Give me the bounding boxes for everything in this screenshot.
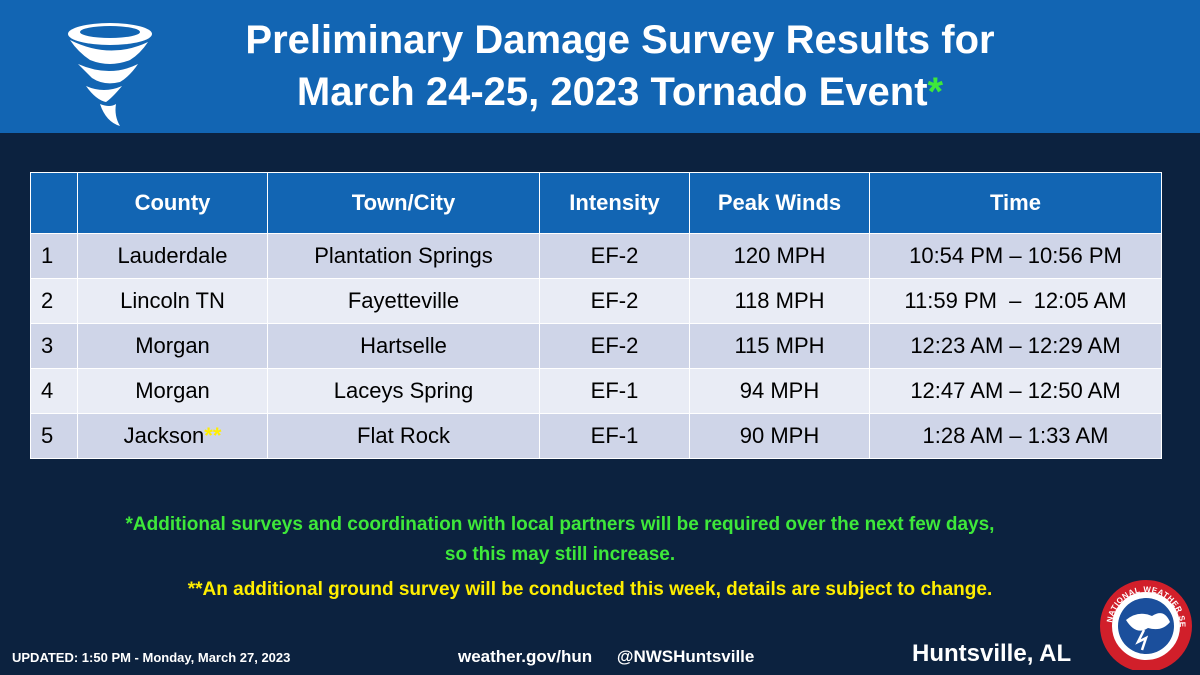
nws-logo-icon: NATIONAL WEATHER SERVICE [1098,580,1192,670]
row-number: 1 [30,233,78,279]
ground-survey-note: **An additional ground survey will be co… [187,579,993,600]
table-row: 3 Morgan Hartselle EF-2 115 MPH 12:23 AM… [30,323,1162,369]
header-banner: Preliminary Damage Survey Results for Ma… [0,0,1200,133]
table-row: 2 Lincoln TN Fayetteville EF-2 118 MPH 1… [30,278,1162,324]
winds-cell: 94 MPH [689,368,870,414]
time-cell: 11:59 PM – 12:05 AM [869,278,1162,324]
county-text: Jackson [123,423,205,448]
county-cell: Morgan [77,323,268,369]
header-time: Time [869,172,1162,234]
row-number: 5 [30,413,78,459]
winds-cell: 90 MPH [689,413,870,459]
county-cell: Jackson** [77,413,268,459]
title-line-1: Preliminary Damage Survey Results for [245,18,995,62]
tornado-icon [68,23,152,126]
intensity-cell: EF-1 [539,368,690,414]
intensity-cell: EF-1 [539,413,690,459]
header-town-city: Town/City [267,172,540,234]
title-line-2-text: March 24-25, 2023 Tornado Event [296,70,928,114]
time-cell: 12:23 AM – 12:29 AM [869,323,1162,369]
town-cell: Plantation Springs [267,233,540,279]
time-cell: 1:28 AM – 1:33 AM [869,413,1162,459]
table-row: 1 Lauderdale Plantation Springs EF-2 120… [30,233,1162,279]
winds-cell: 115 MPH [689,323,870,369]
header-peak-winds: Peak Winds [689,172,870,234]
intensity-cell: EF-2 [539,323,690,369]
office-location: Huntsville, AL [912,640,1072,667]
row-number: 4 [30,368,78,414]
note1-line2: so this may still increase. [444,544,676,565]
table-row: 4 Morgan Laceys Spring EF-1 94 MPH 12:47… [30,368,1162,414]
header-intensity: Intensity [539,172,690,234]
intensity-cell: EF-2 [539,278,690,324]
updated-timestamp: UPDATED: 1:50 PM - Monday, March 27, 202… [12,650,291,665]
county-cell: Morgan [77,368,268,414]
row-number: 3 [30,323,78,369]
intensity-cell: EF-2 [539,233,690,279]
table-row: 5 Jackson** Flat Rock EF-1 90 MPH 1:28 A… [30,413,1162,459]
winds-cell: 118 MPH [689,278,870,324]
county-cell: Lincoln TN [77,278,268,324]
twitter-handle[interactable]: @NWSHuntsville [616,647,755,666]
contact-links: weather.gov/hun @NWSHuntsville [458,647,772,667]
time-cell: 10:54 PM – 10:56 PM [869,233,1162,279]
note1-line1: *Additional surveys and coordination wit… [125,514,995,535]
town-cell: Fayetteville [267,278,540,324]
town-cell: Hartselle [267,323,540,369]
website-link[interactable]: weather.gov/hun [458,647,593,666]
county-cell: Lauderdale [77,233,268,279]
town-cell: Laceys Spring [267,368,540,414]
header-county: County [77,172,268,234]
winds-cell: 120 MPH [689,233,870,279]
page-title: Preliminary Damage Survey Results for Ma… [170,14,1070,118]
table-header-row: County Town/City Intensity Peak Winds Ti… [30,172,1162,234]
row-number: 2 [30,278,78,324]
additional-surveys-note: *Additional surveys and coordination wit… [20,510,1100,570]
town-cell: Flat Rock [267,413,540,459]
time-cell: 12:47 AM – 12:50 AM [869,368,1162,414]
title-line-2: March 24-25, 2023 Tornado Event* [170,66,1070,118]
damage-survey-table: County Town/City Intensity Peak Winds Ti… [30,172,1162,459]
county-asterisk: ** [204,423,222,448]
title-asterisk: * [927,70,944,114]
header-number [30,172,78,234]
